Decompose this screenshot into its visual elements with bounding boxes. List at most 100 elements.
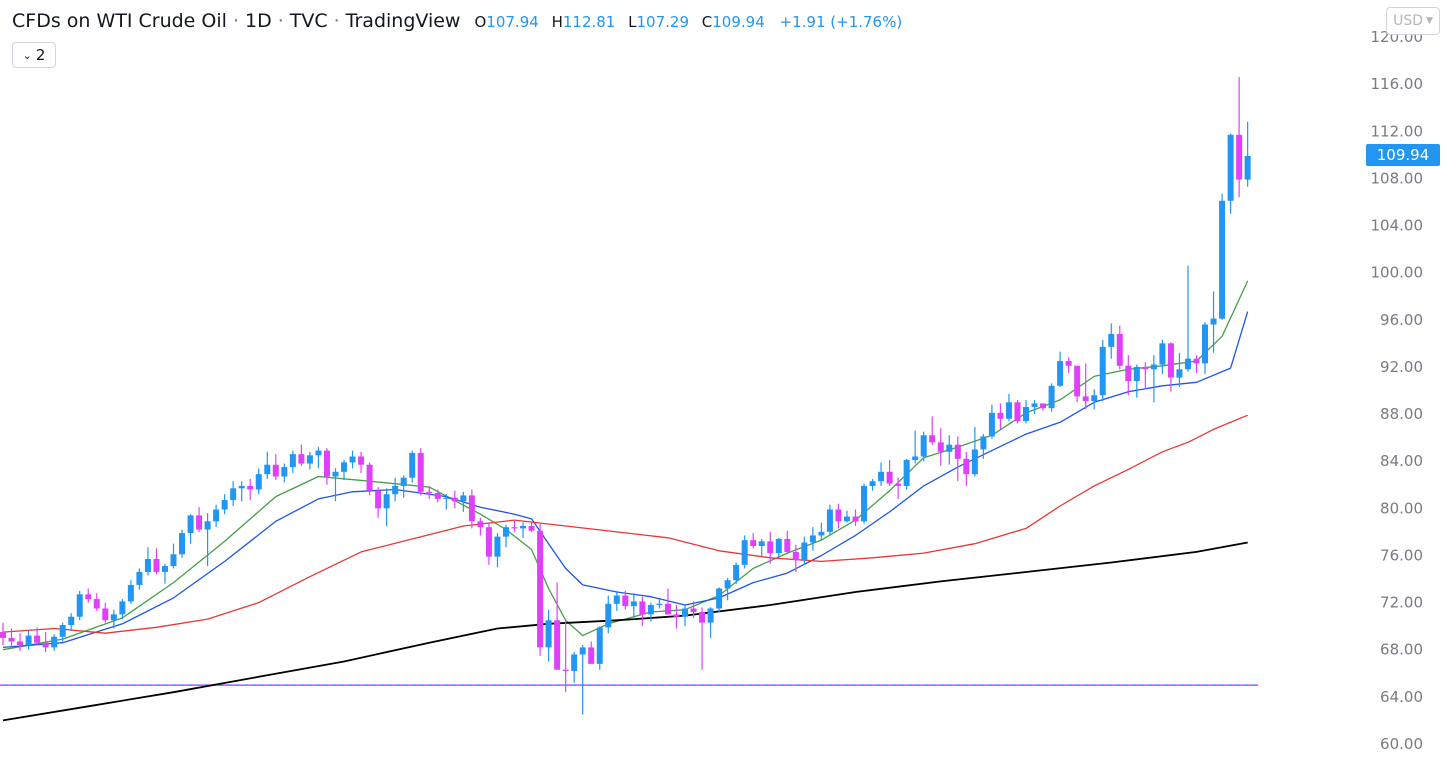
candle-body — [682, 608, 688, 617]
candle-body — [1167, 343, 1174, 378]
candle — [400, 475, 407, 498]
candle-body — [468, 495, 475, 522]
candle-body — [1048, 385, 1055, 409]
candle-body — [716, 588, 723, 609]
candle-body — [639, 601, 646, 615]
candle-body — [204, 521, 211, 530]
symbol-name[interactable]: CFDs on WTI Crude Oil — [12, 10, 227, 32]
interval-label[interactable]: 1D — [244, 10, 272, 32]
candle-body — [153, 559, 160, 572]
indicators-toggle-button[interactable]: ⌄ 2 — [12, 42, 56, 68]
candle-body — [1193, 358, 1200, 364]
chevron-down-icon: ⌄ — [22, 48, 32, 62]
candle-body — [613, 595, 620, 604]
candle — [247, 478, 254, 501]
candle-body — [238, 485, 245, 489]
candle — [920, 431, 927, 462]
symbol-legend: CFDs on WTI Crude Oil · 1D · TVC · Tradi… — [12, 10, 902, 32]
candle-body — [409, 452, 416, 478]
price-axis[interactable]: 60.00 64.00 68.00 72.00 76.00 80.00 84.00 88.00… — [1371, 28, 1424, 753]
candle-body — [997, 412, 1004, 419]
candle — [673, 604, 680, 629]
candle-body — [1184, 358, 1191, 370]
candle-body — [554, 620, 561, 670]
candle — [690, 601, 697, 618]
candle-body — [929, 435, 936, 443]
candle-body — [179, 533, 186, 555]
candle — [835, 503, 842, 529]
candle-body — [1057, 361, 1064, 386]
candle-body — [1219, 200, 1226, 319]
candle — [545, 609, 552, 662]
candle — [809, 527, 816, 551]
candle-body — [528, 526, 535, 531]
candle — [988, 404, 995, 439]
candle-body — [434, 493, 441, 499]
currency-value: USD — [1393, 13, 1423, 29]
candle — [929, 416, 936, 445]
candle-body — [289, 454, 296, 468]
candle — [1202, 322, 1209, 375]
candle — [886, 460, 893, 486]
candle — [204, 513, 211, 567]
candle-body — [349, 456, 356, 463]
candles — [0, 77, 1251, 715]
candle — [375, 487, 382, 518]
candle-body — [843, 516, 850, 522]
candle — [1091, 389, 1098, 410]
candle-body — [298, 454, 305, 464]
candle-body — [647, 604, 654, 615]
price-tick-label: 108.00 — [1371, 169, 1424, 187]
candle — [127, 580, 134, 604]
candle-body — [818, 531, 825, 536]
candle-body — [93, 599, 100, 609]
candle — [1125, 355, 1132, 396]
candle-body — [852, 516, 859, 522]
candle — [946, 435, 953, 465]
candle — [1244, 121, 1251, 187]
candle — [110, 609, 117, 629]
candle-body — [835, 509, 842, 522]
candle — [281, 463, 288, 483]
candle — [315, 447, 322, 469]
candle — [349, 450, 356, 469]
candle-body — [886, 471, 893, 484]
currency-selector[interactable]: USD ▼ — [1386, 7, 1440, 35]
candle — [85, 588, 92, 603]
open-key: O — [474, 13, 487, 31]
candle — [494, 533, 501, 568]
candle — [196, 507, 203, 532]
price-tick-label: 92.00 — [1380, 358, 1423, 376]
candle — [332, 468, 339, 502]
candle — [366, 462, 373, 496]
candle-body — [767, 541, 774, 554]
candle-body — [920, 435, 927, 457]
candle-body — [869, 481, 876, 486]
candle — [792, 544, 799, 572]
candle-body — [323, 450, 330, 477]
candle — [468, 489, 475, 529]
candle-body — [861, 485, 868, 522]
candle-body — [17, 641, 24, 646]
candle-body — [315, 450, 322, 456]
candle-body — [937, 442, 944, 452]
candle — [51, 634, 58, 651]
candle-body — [400, 477, 407, 486]
candle — [537, 523, 544, 656]
price-tick-label: 84.00 — [1380, 452, 1423, 470]
last-price-label: 109.94 — [1366, 144, 1440, 166]
candle-body — [1040, 403, 1047, 409]
candle — [1099, 339, 1106, 402]
candle-body — [1244, 156, 1251, 180]
candle-body — [588, 647, 595, 664]
candle — [596, 626, 603, 670]
candle — [980, 434, 987, 459]
candle-body — [170, 554, 177, 567]
candle-body — [1159, 343, 1166, 365]
candle — [383, 488, 390, 527]
candle — [1074, 365, 1081, 403]
candle-body — [1108, 333, 1115, 347]
candle — [1176, 352, 1183, 387]
candle-body — [332, 471, 339, 477]
